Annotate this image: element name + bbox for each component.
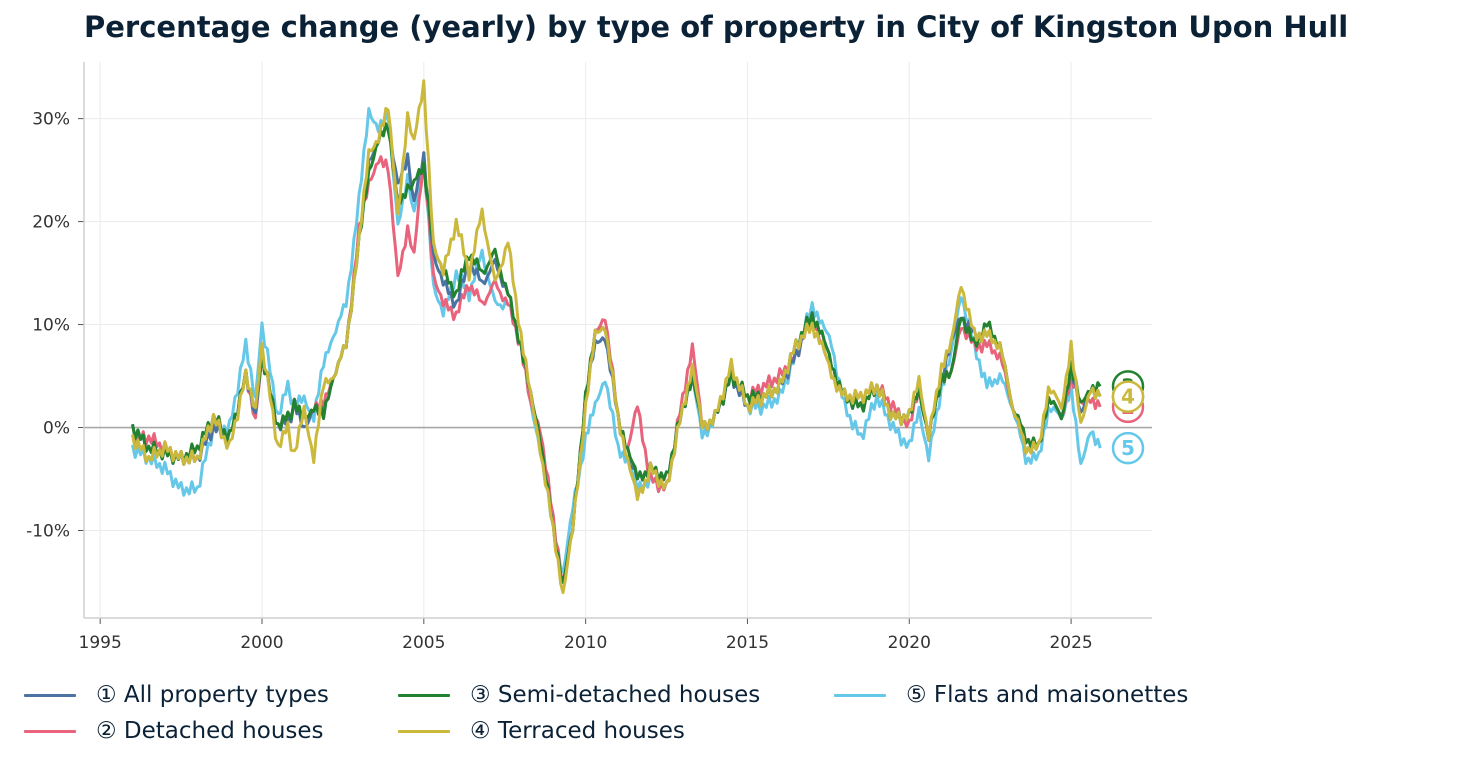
legend-swatch (24, 729, 76, 733)
x-tick-label: 2015 (726, 633, 769, 653)
end-marker-label: 4 (1121, 385, 1135, 409)
series-line-4 (131, 79, 1102, 595)
legend-swatch (24, 693, 76, 697)
legend-item-1: ① All property types (24, 678, 329, 712)
legend-item-5: ⑤ Flats and maisonettes (834, 678, 1188, 712)
x-tick-label: 2000 (240, 633, 283, 653)
legend-label: ② Detached houses (96, 718, 324, 744)
legend-swatch (398, 693, 450, 697)
y-tick-label: 30% (32, 110, 70, 130)
series-lines (131, 79, 1102, 595)
series-line-5 (131, 107, 1102, 574)
legend-label: ① All property types (96, 682, 329, 708)
chart-title: Percentage change (yearly) by type of pr… (84, 10, 1349, 44)
y-tick-label: 10% (32, 316, 70, 336)
x-tick-label: 2020 (888, 633, 931, 653)
legend-label: ③ Semi-detached houses (470, 682, 761, 708)
legend-label: ④ Terraced houses (470, 718, 685, 744)
end-marker-circle (1111, 431, 1145, 465)
x-tick-label: 2025 (1049, 633, 1092, 653)
end-marker-4: 4 (1111, 380, 1145, 413)
legend-swatch (398, 729, 450, 733)
end-markers: 12345 (1111, 370, 1145, 465)
legend-swatch (834, 693, 886, 697)
axes: 1995 2000 2005 2010 2015 2020 2025 -10% 0% 10% 20%… (26, 62, 1152, 653)
series-line-3 (131, 122, 1102, 584)
y-tick-label: 0% (43, 419, 70, 439)
y-tick-label: -10% (26, 521, 70, 541)
end-marker-circle (1111, 380, 1145, 413)
x-tick-label: 1995 (79, 633, 122, 653)
series-line-2 (131, 151, 1102, 584)
x-tick-label: 2005 (402, 633, 445, 653)
y-tick-label: 20% (32, 213, 70, 233)
legend-item-3: ③ Semi-detached houses (398, 678, 760, 712)
end-marker-5: 5 (1111, 431, 1145, 465)
legend-item-2: ② Detached houses (24, 714, 324, 748)
legend-label: ⑤ Flats and maisonettes (906, 682, 1189, 708)
x-tick-label: 2010 (564, 633, 607, 653)
end-marker-label: 5 (1121, 436, 1135, 460)
legend-item-4: ④ Terraced houses (398, 714, 685, 748)
